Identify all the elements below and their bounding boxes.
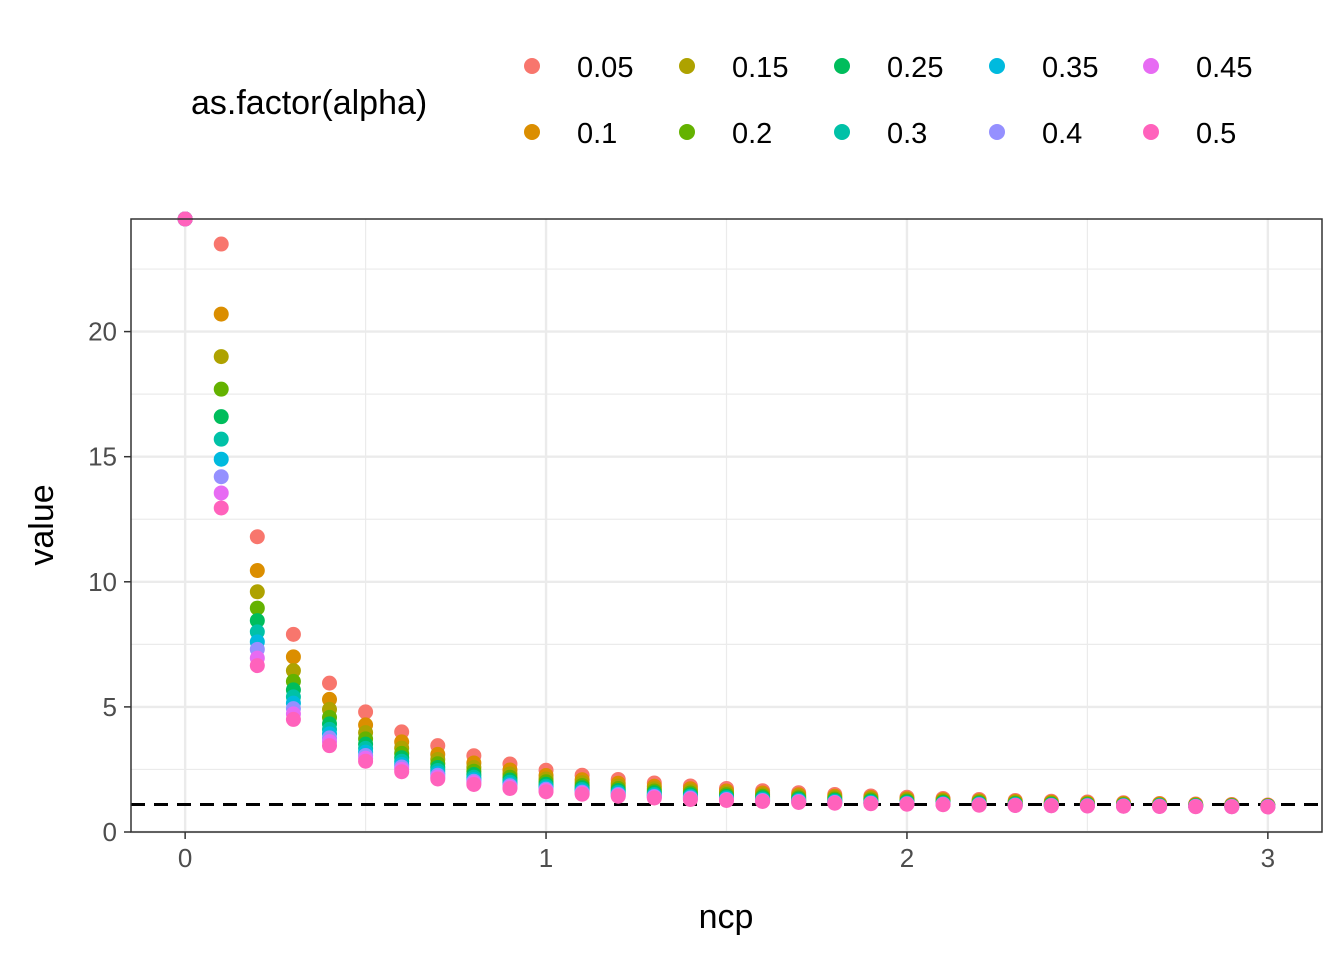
data-point <box>1007 797 1023 813</box>
legend-label: 0.45 <box>1196 52 1252 84</box>
data-point <box>213 469 229 485</box>
data-point <box>430 771 446 787</box>
legend-label: 0.15 <box>732 52 788 84</box>
legend-key <box>679 124 695 140</box>
x-tick-label: 0 <box>178 843 192 873</box>
legend-key <box>524 58 540 74</box>
y-axis: 0 5 10 15 20 <box>88 317 131 847</box>
legend-key <box>1143 124 1159 140</box>
data-point <box>213 236 229 252</box>
x-axis-title: ncp <box>699 898 754 936</box>
data-point <box>574 786 590 802</box>
y-tick-label: 15 <box>88 442 117 472</box>
legend-key <box>524 124 540 140</box>
data-point <box>466 776 482 792</box>
x-tick-label: 1 <box>539 843 553 873</box>
legend-key <box>834 124 850 140</box>
data-point <box>971 797 987 813</box>
legend-key <box>989 124 1005 140</box>
data-point <box>1260 799 1276 815</box>
data-point <box>285 649 301 665</box>
data-point <box>719 792 734 808</box>
data-point <box>249 563 265 579</box>
panel-border <box>130 218 1323 833</box>
data-point <box>1079 798 1095 814</box>
data-point <box>863 796 879 812</box>
data-point <box>755 793 771 809</box>
data-point <box>791 794 807 810</box>
legend-key <box>834 58 850 74</box>
data-points <box>177 211 1276 815</box>
data-point <box>502 780 518 796</box>
data-point <box>1116 798 1131 814</box>
y-axis-title: value <box>23 484 61 565</box>
data-point <box>358 753 374 769</box>
data-point <box>213 451 229 467</box>
legend-key <box>679 58 695 74</box>
x-tick-label: 3 <box>1261 843 1275 873</box>
data-point <box>213 431 229 447</box>
y-tick-label: 20 <box>88 317 117 347</box>
data-point <box>610 788 626 804</box>
data-point <box>213 349 229 365</box>
legend-label: 0.25 <box>887 52 943 84</box>
y-tick-label: 0 <box>103 817 117 847</box>
legend-key <box>989 58 1005 74</box>
data-point <box>358 704 374 720</box>
data-point <box>213 485 229 501</box>
data-point <box>899 796 915 812</box>
x-tick-label: 2 <box>900 843 914 873</box>
legend-title: as.factor(alpha) <box>191 84 427 122</box>
data-point <box>249 584 265 600</box>
y-tick-label: 5 <box>103 692 117 722</box>
data-point <box>213 409 229 425</box>
data-point <box>249 600 265 616</box>
data-point <box>394 764 410 780</box>
data-point <box>538 784 554 800</box>
legend-label: 0.1 <box>577 118 617 150</box>
plot-panel <box>130 211 1323 834</box>
legend: as.factor(alpha) 0.050.10.150.20.250.30.… <box>191 52 1252 150</box>
legend-label: 0.35 <box>1042 52 1098 84</box>
data-point <box>249 613 265 629</box>
data-point <box>1152 798 1168 814</box>
legend-label: 0.3 <box>887 118 927 150</box>
x-axis: 0 1 2 3 <box>178 832 1275 873</box>
data-point <box>646 790 662 806</box>
data-point <box>285 626 301 642</box>
legend-items: 0.05 0.1 0.15 0.2 0.25 0.3 0.35 0.4 0.45 0.5 <box>524 52 1252 150</box>
minor-gridlines <box>131 219 1322 832</box>
data-point <box>682 791 698 807</box>
data-point <box>249 529 265 545</box>
legend-label: 0.05 <box>577 52 633 84</box>
y-tick-label: 10 <box>88 567 117 597</box>
data-point <box>213 381 229 397</box>
data-point <box>1188 799 1204 815</box>
legend-key <box>1143 58 1159 74</box>
data-point <box>322 675 337 691</box>
legend-label: 0.4 <box>1042 118 1082 150</box>
data-point <box>213 500 229 516</box>
data-point <box>322 738 337 754</box>
data-point <box>285 711 301 727</box>
data-point <box>213 306 229 322</box>
data-point <box>827 795 843 811</box>
legend-label: 0.2 <box>732 118 772 150</box>
data-point <box>935 797 951 813</box>
data-point <box>1043 798 1059 814</box>
data-point <box>285 663 301 679</box>
legend-label: 0.5 <box>1196 118 1236 150</box>
data-point <box>1224 799 1240 815</box>
data-point <box>249 658 265 674</box>
